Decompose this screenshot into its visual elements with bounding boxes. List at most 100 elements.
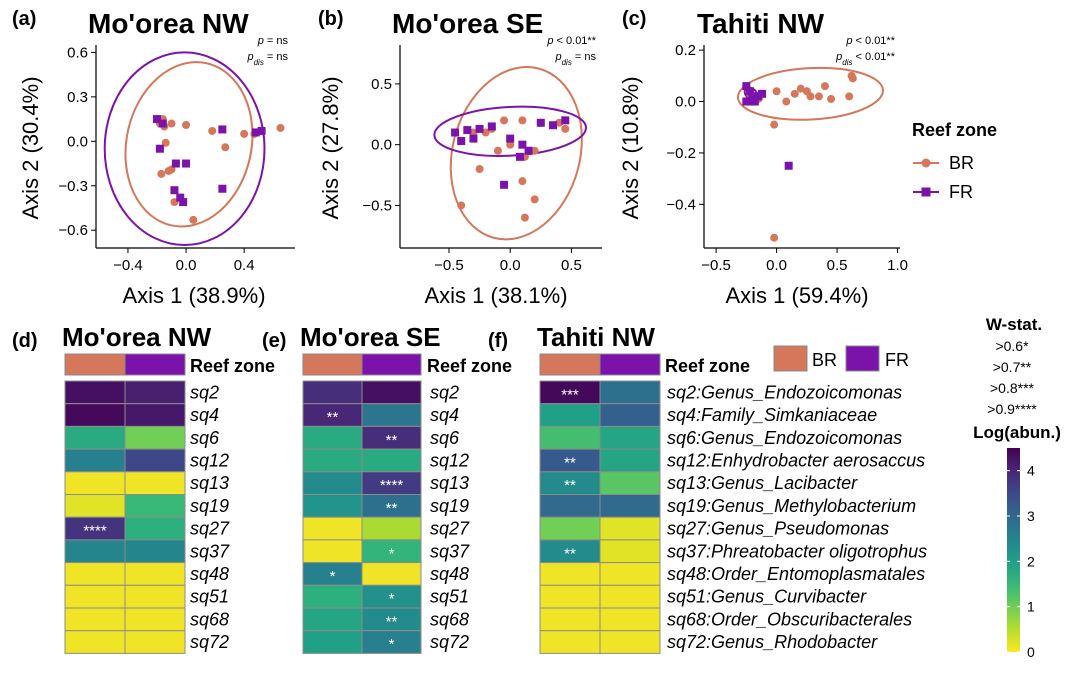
ellipse-fr <box>433 105 587 157</box>
point-fr <box>218 184 227 193</box>
heat-cell <box>599 539 661 564</box>
heat-cell <box>599 562 661 586</box>
row-label: sq6:Genus_Endozoicomonas <box>667 428 902 448</box>
heat-cell <box>302 380 363 405</box>
row-label: sq13 <box>190 473 229 493</box>
heat-cell <box>599 448 661 473</box>
legend-title: Reef zone <box>912 120 997 140</box>
point-fr <box>524 146 533 155</box>
point-fr <box>463 126 472 135</box>
panel-title: Tahiti NW <box>537 322 655 352</box>
scatter-panel-1: (a) Mo'orea NW p = ns pdis = ns −0.4 0.0 0.4 0.… <box>12 8 295 308</box>
row-label: sq12 <box>430 450 469 470</box>
row-label: sq37 <box>190 541 230 561</box>
wstat-level: >0.7** <box>993 359 1032 375</box>
stat-label: p < 0.01** <box>546 35 596 47</box>
heat-cell <box>302 425 363 450</box>
row-label: sq51 <box>430 587 469 607</box>
heat-cell <box>124 403 186 427</box>
row-label: sq68 <box>190 609 229 629</box>
colorbar-title: Log(abun.) <box>973 423 1061 442</box>
point-fr <box>475 124 484 133</box>
heat-cell <box>64 607 126 632</box>
heat-cell <box>539 607 601 632</box>
key-br-swatch <box>773 345 808 372</box>
x-axis-title: Axis 1 (38.1%) <box>424 283 567 308</box>
y-tick-label: 0.5 <box>371 76 392 93</box>
significance-stars: ** <box>564 545 576 562</box>
point-fr <box>745 87 754 96</box>
row-label: sq2 <box>430 382 459 402</box>
point-br <box>208 126 217 135</box>
point-br <box>240 129 249 138</box>
key-fr-swatch <box>845 345 880 372</box>
heat-cell <box>124 448 186 473</box>
significance-stars: ** <box>327 409 339 426</box>
significance-stars: **** <box>83 523 107 540</box>
significance-stars: ** <box>386 432 398 449</box>
heat-cell <box>64 403 126 427</box>
row-label: sq27 <box>430 519 470 539</box>
panel-label: (f) <box>488 330 508 352</box>
reef-zone-fr-cell <box>361 353 422 376</box>
row-label: sq72 <box>190 632 229 652</box>
point-fr <box>155 144 164 153</box>
heat-cell <box>64 448 126 473</box>
legend-label: FR <box>949 182 973 202</box>
x-axis-title: Axis 1 (38.9%) <box>122 283 265 308</box>
point-br <box>555 118 564 127</box>
panel-label: (b) <box>318 8 344 30</box>
y-tick-label: −0.3 <box>58 178 88 195</box>
point-fr <box>218 125 227 134</box>
point-br <box>500 116 509 125</box>
point-br <box>506 140 515 149</box>
heat-cell <box>302 471 363 495</box>
row-label: sq2 <box>190 382 219 402</box>
scatter-panel-2: (b) Mo'orea SEp < 0.01** pdis = ns −0.5 0.0 0… <box>318 8 602 308</box>
x-tick-label: 0.0 <box>176 257 197 274</box>
row-label: sq72 <box>430 632 469 652</box>
significance-stars: ** <box>386 613 398 630</box>
point-fr <box>515 152 524 161</box>
point-br <box>770 233 779 242</box>
colorbar-tick-label: 1 <box>1027 599 1035 615</box>
heat-cell <box>599 516 661 541</box>
panel-title: Mo'orea NW <box>88 8 249 39</box>
x-tick-label: −0.5 <box>434 257 464 274</box>
row-label: sq48 <box>190 564 229 584</box>
row-label: sq13:Genus_Lacibacter <box>667 473 858 493</box>
stat-label: pdis < 0.01** <box>835 51 896 67</box>
point-br <box>790 89 799 98</box>
heat-cell <box>599 471 661 495</box>
heat-cell <box>599 607 661 632</box>
colorbar <box>1007 448 1020 652</box>
row-label: sq4:Family_Simkaniaceae <box>667 405 877 425</box>
point-br <box>827 94 836 103</box>
heat-cell <box>599 584 661 609</box>
point-br <box>157 169 166 178</box>
stat-label: pdis = ns <box>246 51 288 67</box>
legend-key-br <box>921 158 931 168</box>
heat-cell <box>124 584 186 609</box>
reef-zone-br-cell <box>302 353 363 376</box>
heat-cell <box>124 471 186 495</box>
significance-stars: * <box>330 568 336 585</box>
row-label: sq13 <box>430 473 469 493</box>
point-br <box>530 195 539 204</box>
significance-stars: **** <box>380 477 404 494</box>
point-br <box>518 116 527 125</box>
wstat-level: >0.8*** <box>990 380 1035 396</box>
row-label: sq27 <box>190 519 230 539</box>
heat-cell <box>361 630 422 654</box>
point-br <box>469 128 478 137</box>
heat-cell <box>302 584 363 609</box>
reef-zone-br-cell <box>539 353 601 376</box>
row-label: sq6 <box>190 428 220 448</box>
heat-cell <box>64 539 126 564</box>
row-label: sq37:Phreatobacter oligotrophus <box>667 541 927 561</box>
y-tick-label: −0.6 <box>58 222 88 239</box>
y-axis-title: Axis 2 (30.4%) <box>18 76 43 219</box>
point-br <box>820 82 829 91</box>
point-fr <box>469 134 478 143</box>
